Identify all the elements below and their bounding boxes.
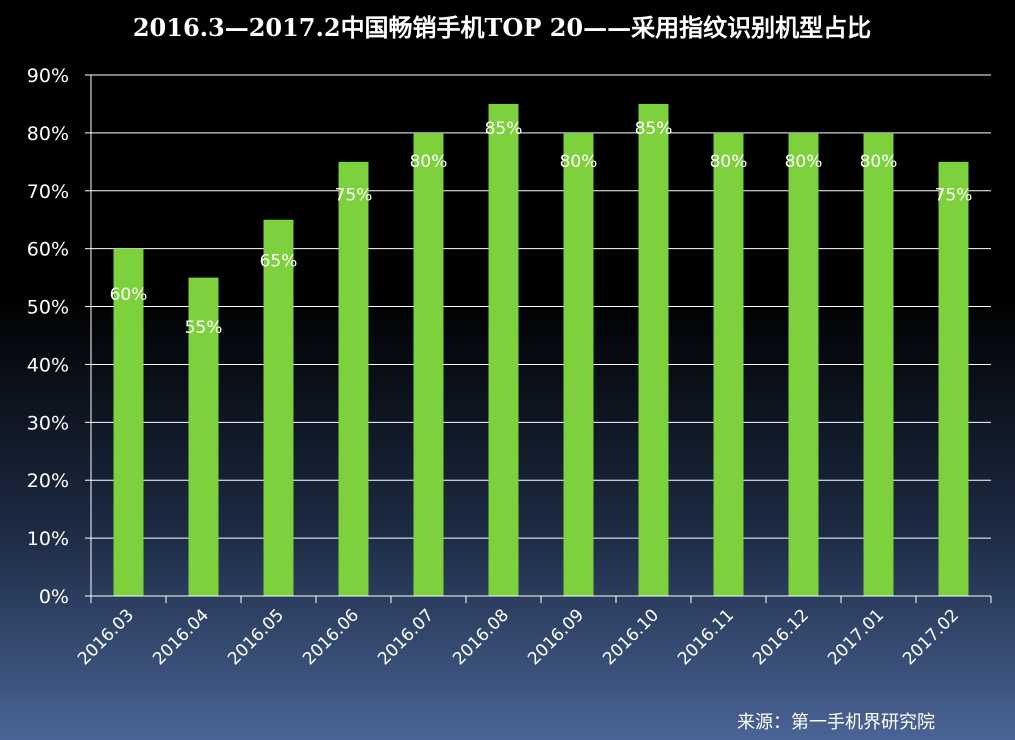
x-tick-label: 2016.11 (674, 605, 738, 669)
bar (563, 132, 594, 596)
x-tick-label: 2016.06 (299, 605, 363, 669)
y-tick-label: 0% (39, 586, 69, 608)
y-tick-label: 60% (27, 239, 69, 261)
bar (413, 132, 444, 596)
grid-lines (91, 74, 991, 539)
x-tick-label: 2016.09 (524, 605, 588, 669)
data-label: 80% (860, 152, 898, 172)
y-tick-label: 30% (27, 412, 69, 434)
bar (938, 161, 969, 597)
x-tick-label: 2017.02 (899, 605, 963, 669)
x-tick-label: 2016.12 (749, 605, 813, 669)
data-labels: 60% 55% 65% 75% 80% 85% 80% 85% 80% 80% 80% 75% (110, 119, 973, 338)
x-tick-label: 2016.10 (599, 605, 663, 669)
data-label: 80% (710, 152, 748, 172)
data-label: 65% (260, 252, 298, 272)
data-label: 55% (185, 318, 223, 338)
x-tick-label: 2016.07 (374, 605, 438, 669)
x-tick-label: 2016.08 (449, 605, 513, 669)
x-axis: 2016.03 2016.04 2016.05 2016.06 2016.07 2016.… (74, 595, 992, 669)
bar (713, 132, 744, 596)
chart-title: 2016.3—2017.2中国畅销手机TOP 20——采用指纹识别机型占比 (133, 13, 871, 42)
bar (788, 132, 819, 596)
x-tick-label: 2017.01 (824, 605, 888, 669)
x-tick-label: 2016.05 (224, 605, 288, 669)
data-label: 75% (935, 185, 973, 205)
bar (113, 248, 144, 596)
y-tick-label: 10% (27, 528, 69, 550)
bar (863, 132, 894, 596)
y-tick-label: 20% (27, 470, 69, 492)
y-tick-label: 70% (27, 181, 69, 203)
bar (263, 219, 294, 596)
data-label: 85% (485, 119, 523, 139)
data-label: 80% (560, 152, 598, 172)
source-note: 来源：第一手机界研究院 (737, 712, 935, 733)
data-label: 80% (785, 152, 823, 172)
data-label: 75% (335, 185, 373, 205)
y-tick-label: 90% (27, 65, 69, 87)
y-tick-label: 50% (27, 297, 69, 319)
bar (188, 277, 219, 596)
data-label: 60% (110, 285, 148, 305)
data-label: 80% (410, 152, 448, 172)
bar (488, 103, 519, 596)
x-tick-label: 2016.04 (149, 605, 213, 669)
y-axis-ticks: 0% 10% 20% 30% 40% 50% 60% 70% 80% 90% (27, 65, 92, 608)
bar (638, 103, 669, 596)
x-tick-label: 2016.03 (74, 605, 138, 669)
bars (113, 103, 969, 597)
data-label: 85% (635, 119, 673, 139)
y-tick-label: 80% (27, 123, 69, 145)
bar (338, 161, 369, 597)
y-tick-label: 40% (27, 354, 69, 376)
